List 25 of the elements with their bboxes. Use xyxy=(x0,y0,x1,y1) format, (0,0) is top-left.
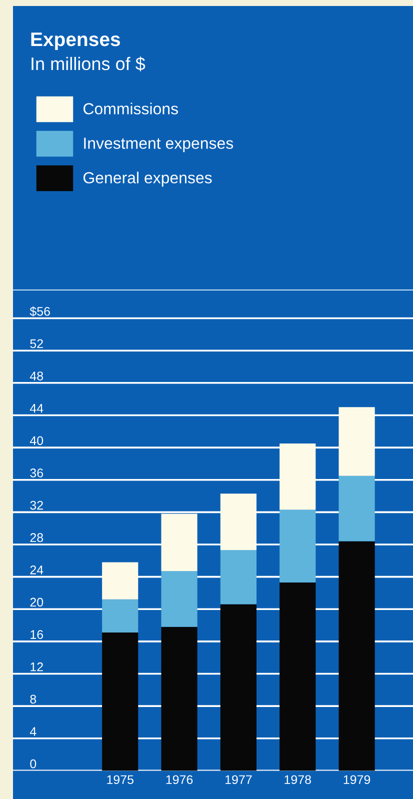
x-tick-label: 1975 xyxy=(107,775,134,784)
x-tick-label: 1976 xyxy=(166,775,193,784)
y-tick-label: 28 xyxy=(30,533,44,542)
y-tick-label: 4 xyxy=(30,727,36,736)
y-tick-label: 16 xyxy=(30,630,44,639)
y-tick-label: 24 xyxy=(30,565,44,574)
x-tick-label: 1977 xyxy=(225,775,252,784)
y-tick-label: 8 xyxy=(30,694,36,704)
y-tick-label: 44 xyxy=(30,404,44,413)
chart-title: Expenses xyxy=(31,32,120,50)
x-tick-label: 1979 xyxy=(344,775,370,784)
legend-label: General expenses xyxy=(84,172,212,187)
legend-label: Commissions xyxy=(84,102,178,114)
x-tick-label: 1978 xyxy=(284,775,311,784)
chart-subtitle: In millions of $ xyxy=(32,56,146,72)
y-tick-label: 0 xyxy=(30,759,36,768)
y-tick-label: 36 xyxy=(30,468,44,478)
y-tick-label: 20 xyxy=(30,598,44,607)
y-tick-label: 32 xyxy=(30,500,43,510)
y-tick-label: 40 xyxy=(30,436,44,446)
y-tick-label: 52 xyxy=(30,339,43,348)
y-tick-label: 48 xyxy=(30,372,44,380)
y-tick-label: 12 xyxy=(30,662,43,672)
legend-label: Investment expenses xyxy=(84,138,234,152)
y-tick-label: $56 xyxy=(30,306,50,317)
